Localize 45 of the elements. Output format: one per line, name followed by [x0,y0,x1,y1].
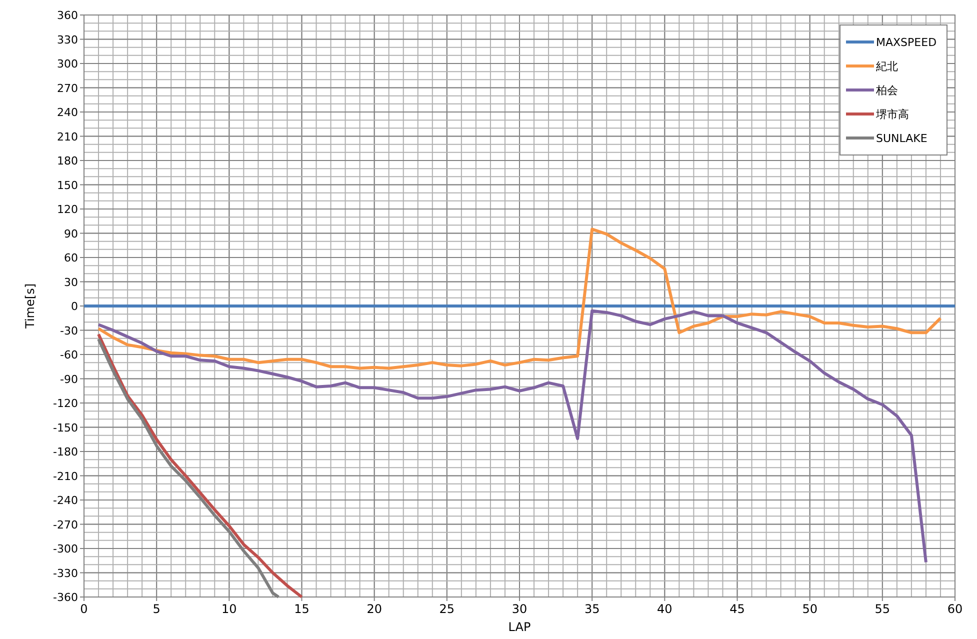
y-tick-label: -60 [60,348,78,362]
x-tick-label: 25 [439,602,455,616]
legend-label: 紀北 [876,60,898,73]
y-tick-label: 90 [64,227,78,240]
y-tick-label: 120 [57,203,78,216]
x-tick-label: 0 [80,602,88,616]
x-tick-label: 55 [874,602,890,616]
y-tick-label: -330 [53,566,78,580]
y-tick-label: 270 [57,82,78,95]
y-tick-label: -150 [53,421,78,434]
x-tick-label: 20 [366,602,382,616]
y-tick-label: -90 [60,372,78,386]
x-axis-title: LAP [508,620,531,634]
y-tick-label: -270 [53,518,78,532]
legend-label: MAXSPEED [876,36,937,49]
y-axis-title: Time[s] [23,284,37,330]
y-tick-label: 300 [57,58,78,70]
y-tick-label: 0 [71,300,78,313]
x-tick-label: 50 [802,602,818,616]
x-tick-label: 60 [947,602,963,616]
legend-label: 柏会 [875,84,898,97]
x-tick-label: 45 [730,602,745,616]
x-tick-label: 15 [294,602,310,616]
y-tick-label: 30 [64,276,78,289]
y-tick-label: -120 [53,397,78,410]
x-tick-label: 5 [152,602,160,616]
y-tick-label: -360 [53,591,78,604]
y-tick-label: -240 [53,494,78,507]
y-tick-label: 150 [57,178,78,192]
y-tick-label: 180 [57,154,78,168]
y-tick-label: 60 [64,252,78,264]
y-tick-label: -300 [53,542,78,556]
y-tick-label: -30 [60,324,78,338]
legend-label: 堺市高 [875,108,909,121]
x-tick-label: 10 [222,602,237,616]
y-tick-label: 240 [57,106,78,119]
y-tick-label: 360 [57,9,78,22]
x-tick-label: 30 [512,602,528,616]
y-tick-label: 210 [57,130,78,144]
x-tick-label: 40 [657,602,672,616]
y-tick-label: 330 [57,33,78,46]
legend-label: SUNLAKE [876,132,928,145]
x-tick-label: 35 [584,602,600,616]
y-tick-label: -210 [53,470,78,483]
y-tick-label: -180 [53,446,78,458]
